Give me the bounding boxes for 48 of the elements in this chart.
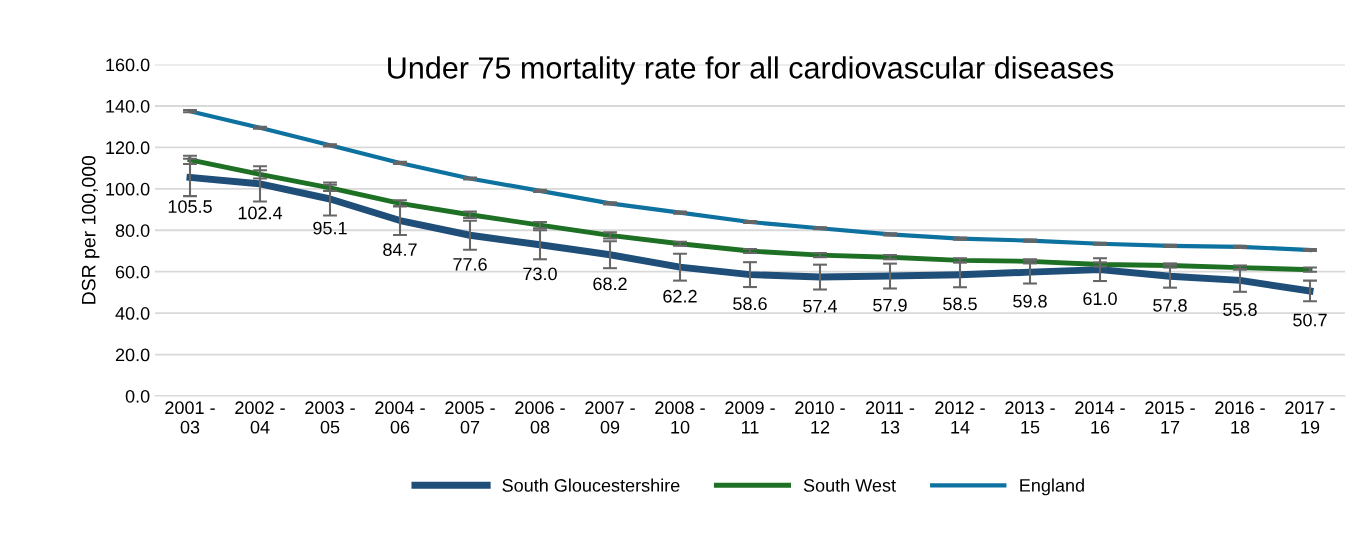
data-label: 102.4 xyxy=(238,206,283,220)
y-tick-label: 0.0 xyxy=(125,389,150,403)
x-tick-label: 2010 - 12 xyxy=(795,401,845,434)
data-label: 57.8 xyxy=(1153,298,1187,312)
x-tick-label: 2008 - 10 xyxy=(655,401,705,434)
data-label: 95.1 xyxy=(313,221,347,235)
y-axis-title: DSR per 100,000 xyxy=(81,155,100,304)
chart-title: Under 75 mortality rate for all cardiovascular diseases xyxy=(388,56,1114,85)
y-tick-label: 160.0 xyxy=(106,58,150,72)
data-label: 84.7 xyxy=(383,243,417,257)
data-label: 57.9 xyxy=(873,298,907,312)
x-tick-label: 2014 - 16 xyxy=(1075,401,1125,434)
y-tick-label: 60.0 xyxy=(115,265,150,279)
x-tick-label: 2002 - 04 xyxy=(235,401,285,434)
y-tick-label: 140.0 xyxy=(106,99,150,113)
data-label: 73.0 xyxy=(523,267,557,281)
data-label: 68.2 xyxy=(593,277,627,291)
data-label: 105.5 xyxy=(168,200,212,213)
legend-label: South Gloucestershire xyxy=(502,478,680,492)
x-tick-label: 2015 - 17 xyxy=(1145,401,1195,434)
y-tick-label: 120.0 xyxy=(106,141,150,155)
legend-label: South West xyxy=(803,478,896,492)
y-tick-label: 20.0 xyxy=(115,348,150,362)
data-label: 61.0 xyxy=(1083,292,1117,306)
x-tick-label: 2012 - 14 xyxy=(935,401,985,434)
y-tick-label: 40.0 xyxy=(115,307,150,320)
data-label: 57.4 xyxy=(803,299,838,313)
x-tick-label: 2004 - 06 xyxy=(375,401,425,434)
legend-label: England xyxy=(1020,478,1084,496)
data-label: 58.5 xyxy=(943,297,977,311)
x-tick-label: 2007 - 09 xyxy=(585,401,635,434)
x-tick-label: 2009 - 11 xyxy=(725,401,775,434)
x-tick-label: 2011 - 13 xyxy=(865,401,915,434)
data-label: 62.2 xyxy=(663,289,697,303)
x-tick-label: 2017 - 19 xyxy=(1285,401,1335,434)
x-tick-label: 2013 - 15 xyxy=(1005,401,1055,434)
data-label: 77.6 xyxy=(453,257,487,271)
data-label: 58.6 xyxy=(733,297,767,311)
y-tick-label: 100.0 xyxy=(106,182,150,196)
x-tick-label: 2016 - 18 xyxy=(1215,401,1265,434)
data-label: 59.8 xyxy=(1013,294,1047,308)
x-tick-label: 2005 - 07 xyxy=(445,401,495,434)
data-label: 50.7 xyxy=(1293,313,1327,327)
x-tick-label: 2006 - 08 xyxy=(515,401,565,434)
data-label: 55.8 xyxy=(1223,303,1257,316)
y-tick-label: 80.0 xyxy=(115,224,150,237)
x-tick-label: 2001 - 03 xyxy=(165,401,215,434)
x-tick-label: 2003 - 05 xyxy=(305,401,355,434)
